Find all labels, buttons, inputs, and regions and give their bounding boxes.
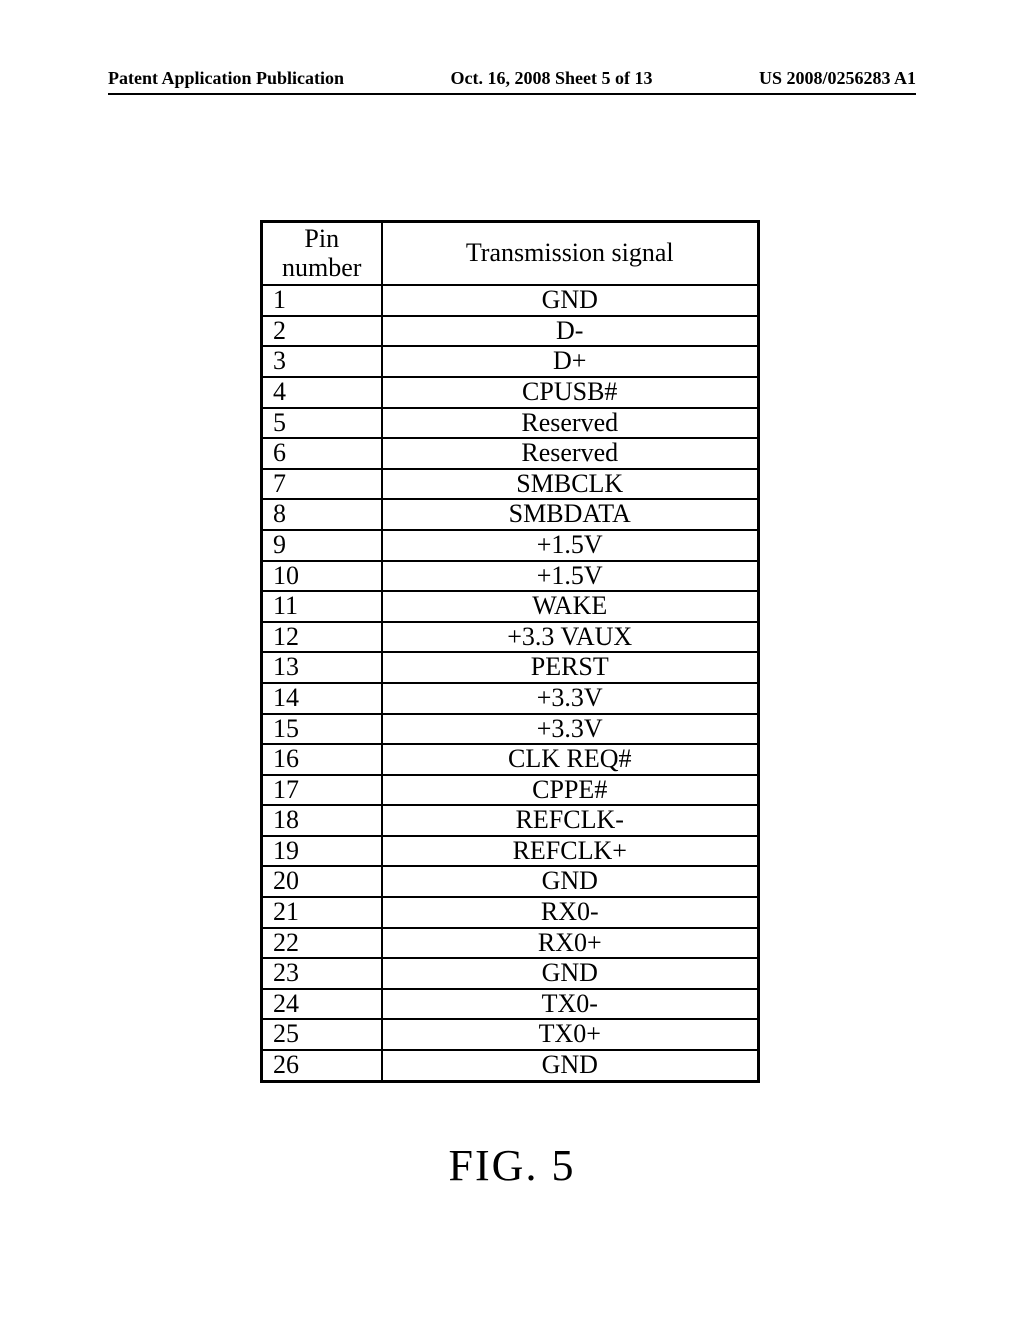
table-row: 21RX0- [262, 897, 759, 928]
pin-number-cell: 4 [262, 377, 382, 408]
header-center-text: Oct. 16, 2008 Sheet 5 of 13 [451, 68, 653, 89]
pin-number-cell: 16 [262, 744, 382, 775]
signal-cell: D- [382, 316, 759, 347]
table-row: 3D+ [262, 346, 759, 377]
pin-number-cell: 11 [262, 591, 382, 622]
table-row: 13PERST [262, 652, 759, 683]
signal-cell: SMBCLK [382, 469, 759, 500]
signal-cell: SMBDATA [382, 499, 759, 530]
page-header: Patent Application Publication Oct. 16, … [108, 68, 916, 95]
signal-cell: +3.3V [382, 714, 759, 745]
pin-number-cell: 17 [262, 775, 382, 806]
table-row: 11WAKE [262, 591, 759, 622]
pin-number-cell: 9 [262, 530, 382, 561]
table-row: 12+3.3 VAUX [262, 622, 759, 653]
pin-number-cell: 10 [262, 561, 382, 592]
table-row: 14+3.3V [262, 683, 759, 714]
pin-number-cell: 22 [262, 928, 382, 959]
table-row: 8SMBDATA [262, 499, 759, 530]
pin-number-cell: 18 [262, 805, 382, 836]
signal-cell: GND [382, 1050, 759, 1081]
header-right-text: US 2008/0256283 A1 [759, 68, 916, 89]
pin-number-cell: 26 [262, 1050, 382, 1081]
pin-number-cell: 2 [262, 316, 382, 347]
table-row: 5Reserved [262, 408, 759, 439]
table-row: 7SMBCLK [262, 469, 759, 500]
signal-cell: +1.5V [382, 561, 759, 592]
table-row: 17CPPE# [262, 775, 759, 806]
signal-cell: +3.3 VAUX [382, 622, 759, 653]
signal-cell: CPUSB# [382, 377, 759, 408]
table-row: 15+3.3V [262, 714, 759, 745]
signal-cell: +3.3V [382, 683, 759, 714]
figure-label: FIG. 5 [0, 1140, 1024, 1191]
table-row: 16CLK REQ# [262, 744, 759, 775]
table-row: 26GND [262, 1050, 759, 1081]
table-row: 2D- [262, 316, 759, 347]
pin-number-cell: 23 [262, 958, 382, 989]
pin-number-cell: 13 [262, 652, 382, 683]
signal-cell: GND [382, 958, 759, 989]
pin-number-cell: 5 [262, 408, 382, 439]
pin-number-cell: 15 [262, 714, 382, 745]
pin-number-cell: 24 [262, 989, 382, 1020]
signal-cell: TX0- [382, 989, 759, 1020]
table-row: 6Reserved [262, 438, 759, 469]
pin-signal-table: Pin number Transmission signal 1GND2D-3D… [260, 220, 760, 1083]
header-left-text: Patent Application Publication [108, 68, 344, 89]
table-row: 23GND [262, 958, 759, 989]
pin-number-cell: 3 [262, 346, 382, 377]
signal-cell: Reserved [382, 438, 759, 469]
table-row: 10+1.5V [262, 561, 759, 592]
table-row: 9+1.5V [262, 530, 759, 561]
table-row: 20GND [262, 866, 759, 897]
table-row: 22RX0+ [262, 928, 759, 959]
signal-cell: Reserved [382, 408, 759, 439]
signal-cell: REFCLK+ [382, 836, 759, 867]
signal-cell: GND [382, 866, 759, 897]
pin-number-cell: 19 [262, 836, 382, 867]
signal-cell: D+ [382, 346, 759, 377]
pin-number-cell: 14 [262, 683, 382, 714]
table-row: 25TX0+ [262, 1019, 759, 1050]
pin-number-cell: 20 [262, 866, 382, 897]
pin-number-cell: 8 [262, 499, 382, 530]
signal-cell: REFCLK- [382, 805, 759, 836]
pin-number-cell: 6 [262, 438, 382, 469]
table-row: 4CPUSB# [262, 377, 759, 408]
pin-number-cell: 21 [262, 897, 382, 928]
pin-number-cell: 12 [262, 622, 382, 653]
pin-number-cell: 25 [262, 1019, 382, 1050]
pin-number-cell: 1 [262, 285, 382, 316]
pin-number-cell: 7 [262, 469, 382, 500]
signal-cell: RX0+ [382, 928, 759, 959]
table-row: 24TX0- [262, 989, 759, 1020]
signal-cell: WAKE [382, 591, 759, 622]
table-header-row: Pin number Transmission signal [262, 222, 759, 286]
signal-cell: CLK REQ# [382, 744, 759, 775]
signal-cell: TX0+ [382, 1019, 759, 1050]
signal-cell: PERST [382, 652, 759, 683]
table-row: 1GND [262, 285, 759, 316]
signal-cell: CPPE# [382, 775, 759, 806]
table-row: 18REFCLK- [262, 805, 759, 836]
signal-cell: +1.5V [382, 530, 759, 561]
table-row: 19REFCLK+ [262, 836, 759, 867]
signal-column-header: Transmission signal [382, 222, 759, 286]
signal-cell: RX0- [382, 897, 759, 928]
signal-cell: GND [382, 285, 759, 316]
pin-table-container: Pin number Transmission signal 1GND2D-3D… [260, 220, 760, 1083]
pin-column-header: Pin number [262, 222, 382, 286]
